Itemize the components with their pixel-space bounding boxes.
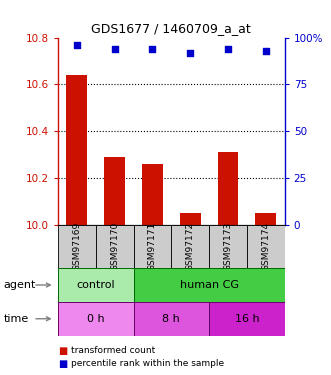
Bar — [209, 302, 285, 336]
Text: transformed count: transformed count — [71, 346, 156, 355]
Bar — [171, 225, 209, 268]
Bar — [209, 225, 247, 268]
Text: 8 h: 8 h — [163, 314, 180, 324]
Bar — [180, 213, 201, 225]
Bar — [133, 302, 209, 336]
Text: agent: agent — [3, 280, 36, 290]
Title: GDS1677 / 1460709_a_at: GDS1677 / 1460709_a_at — [91, 22, 251, 35]
Text: GSM97170: GSM97170 — [110, 222, 119, 271]
Point — [263, 48, 268, 54]
Text: GSM97172: GSM97172 — [186, 222, 195, 271]
Bar — [247, 225, 285, 268]
Text: GSM97169: GSM97169 — [72, 222, 81, 271]
Bar — [58, 268, 133, 302]
Bar — [58, 225, 96, 268]
Point — [225, 46, 231, 52]
Text: ■: ■ — [58, 346, 67, 355]
Point — [150, 46, 155, 52]
Bar — [133, 268, 285, 302]
Bar — [142, 164, 163, 225]
Bar — [104, 157, 125, 225]
Bar — [217, 152, 238, 225]
Text: 16 h: 16 h — [235, 314, 259, 324]
Point — [188, 50, 193, 55]
Text: GSM97171: GSM97171 — [148, 222, 157, 271]
Text: GSM97174: GSM97174 — [261, 222, 270, 271]
Text: ■: ■ — [58, 359, 67, 369]
Text: percentile rank within the sample: percentile rank within the sample — [71, 359, 224, 368]
Bar — [58, 302, 133, 336]
Text: time: time — [3, 314, 28, 324]
Text: human CG: human CG — [180, 280, 239, 290]
Bar — [96, 225, 133, 268]
Point — [112, 46, 117, 52]
Point — [74, 42, 79, 48]
Bar — [256, 213, 276, 225]
Text: 0 h: 0 h — [87, 314, 105, 324]
Text: control: control — [76, 280, 115, 290]
Bar — [67, 75, 87, 225]
Text: GSM97173: GSM97173 — [223, 222, 232, 271]
Bar — [133, 225, 171, 268]
